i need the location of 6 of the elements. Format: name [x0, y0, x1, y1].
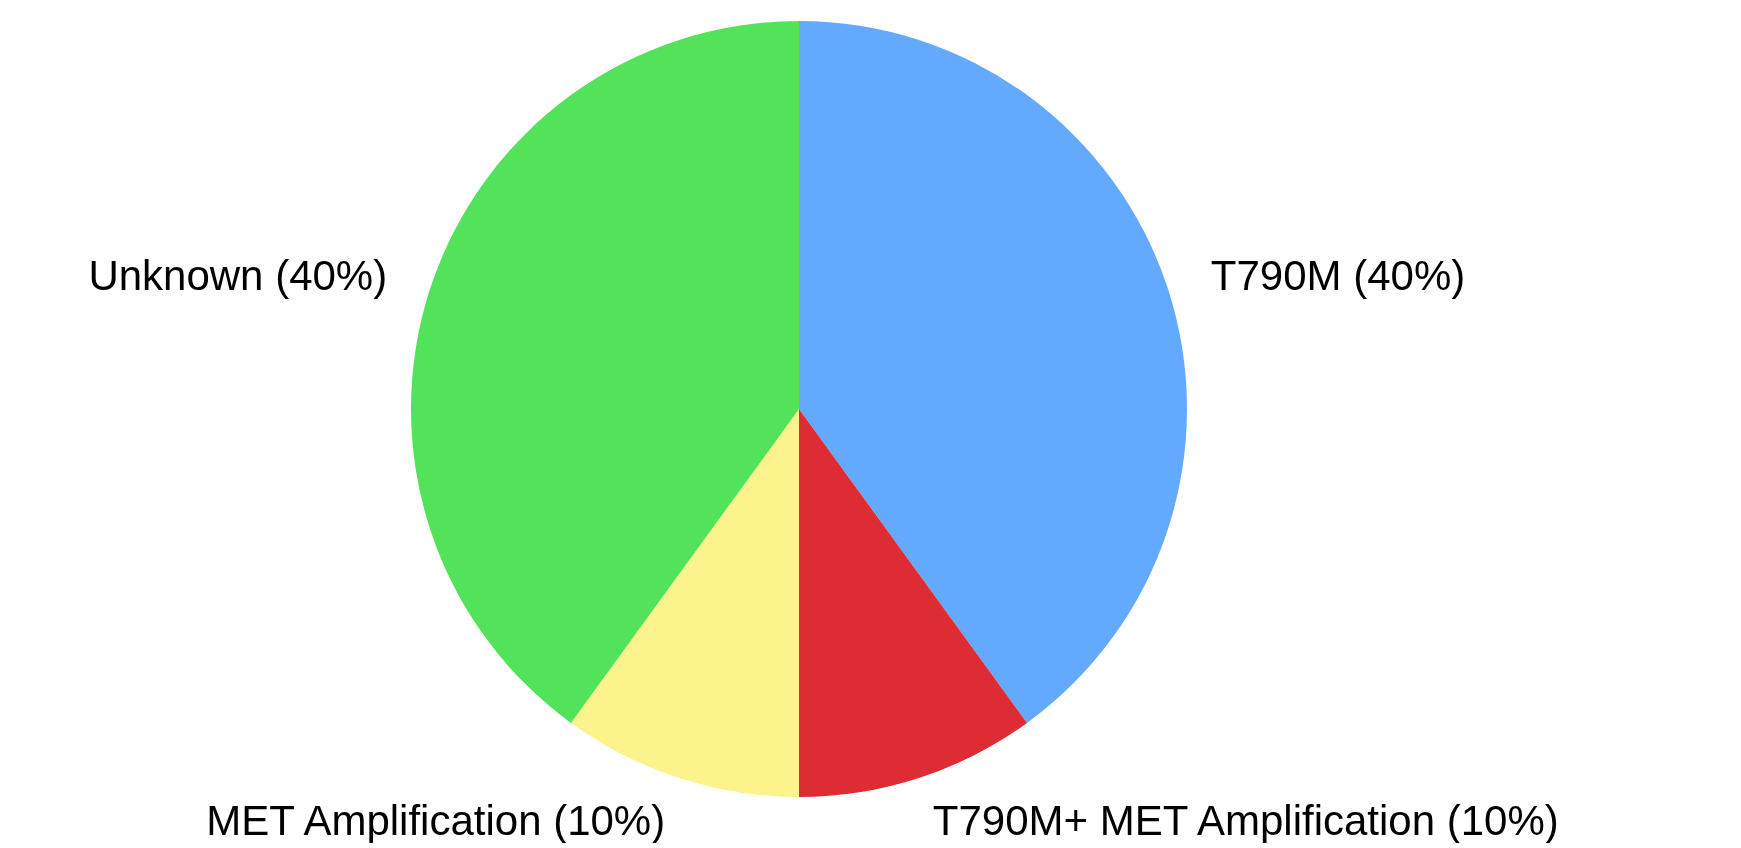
slice-label: Unknown (40%): [88, 251, 388, 299]
pie-slice: [799, 21, 1187, 723]
pie-slice: [570, 409, 799, 797]
pie-slice: [411, 21, 799, 723]
pie-slice: [799, 409, 1028, 797]
slice-label: T790M (40%): [1210, 251, 1466, 299]
